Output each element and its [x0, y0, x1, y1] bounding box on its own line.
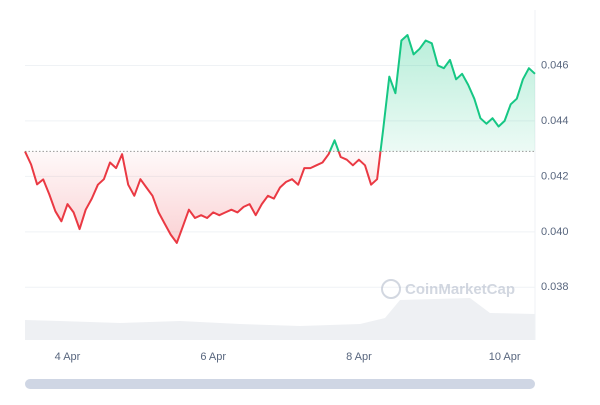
watermark-logo [381, 279, 401, 299]
watermark-text: CoinMarketCap [405, 281, 515, 298]
scrollbar[interactable] [25, 379, 535, 389]
y-tick-label: 0.044 [541, 115, 569, 127]
y-tick-label: 0.042 [541, 170, 569, 182]
price-line [24, 34, 536, 244]
watermark: CoinMarketCap [381, 279, 515, 299]
x-tick-label: 10 Apr [489, 351, 521, 363]
y-tick-label: 0.046 [541, 59, 569, 71]
x-tick-label: 8 Apr [346, 351, 372, 363]
y-tick-label: 0.040 [541, 226, 569, 238]
y-tick-label: 0.038 [541, 281, 569, 293]
volume-area [25, 298, 535, 340]
price-area [25, 35, 535, 243]
x-tick-label: 4 Apr [55, 351, 81, 363]
x-tick-label: 6 Apr [200, 351, 226, 363]
